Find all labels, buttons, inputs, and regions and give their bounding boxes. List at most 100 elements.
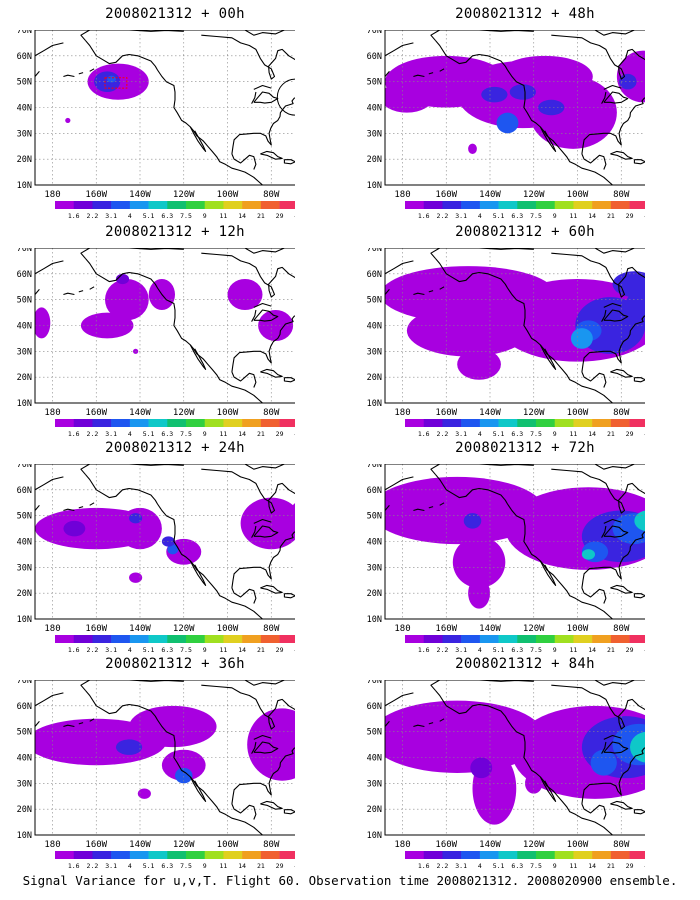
- panel-title: 2008021312 + 84h: [455, 656, 595, 672]
- colorbar-label: 7.5: [180, 212, 192, 220]
- lat-tick-label: 50N: [17, 296, 32, 306]
- lat-tick-label: 20N: [17, 805, 32, 815]
- lat-tick-label: 40N: [17, 104, 32, 114]
- variance-contour: [129, 705, 217, 748]
- coastline: [601, 741, 607, 754]
- coastline: [385, 260, 414, 275]
- colorbar-label: 9: [553, 430, 557, 438]
- colorbar-label: 3.1: [455, 862, 467, 870]
- colorbar-label: 29: [276, 646, 284, 654]
- coastline: [413, 74, 425, 78]
- coastline: [601, 91, 607, 104]
- coastline: [89, 68, 95, 72]
- coastline: [84, 689, 263, 835]
- coastline: [385, 504, 390, 511]
- lat-tick-label: 40N: [17, 754, 32, 764]
- lat-tick-label: 10N: [367, 181, 382, 191]
- colorbar-label: 2.2: [437, 430, 449, 438]
- colorbar-label: 4: [478, 430, 482, 438]
- lon-tick-label: 160W: [435, 624, 457, 634]
- colorbar-swatch: [167, 635, 187, 643]
- colorbar-swatch: [129, 635, 149, 643]
- colorbar-swatch: [111, 419, 131, 427]
- coastline: [434, 257, 613, 403]
- coastline: [601, 309, 607, 322]
- coastline: [428, 290, 434, 293]
- colorbar-swatch: [517, 419, 537, 427]
- lat-tick-label: 70N: [367, 680, 382, 686]
- colorbar-swatch: [73, 635, 93, 643]
- coastline: [63, 74, 75, 78]
- coastline: [80, 30, 184, 41]
- colorbar-label: 1.6: [68, 430, 80, 438]
- colorbar-label: 11: [220, 862, 228, 870]
- colorbar-label: 5.1: [493, 212, 505, 220]
- coastline: [413, 508, 425, 512]
- colorbar-label: 6.3: [511, 212, 523, 220]
- lon-tick-label: 120W: [173, 190, 195, 200]
- map-plot: 70N 60N 50N 40N 30N 20N 10N 180 160W 140W 120W 100W…: [367, 30, 645, 220]
- colorbar-label: 40: [294, 646, 295, 654]
- colorbar-swatch: [167, 201, 187, 209]
- coastline: [80, 680, 184, 691]
- coastline: [189, 344, 207, 370]
- map-panel: 2008021312 + 36h 70N 60N 50N 40N 30N 20N 10N 180…: [0, 650, 350, 870]
- lat-tick-label: 70N: [367, 248, 382, 254]
- lon-tick-label: 120W: [523, 840, 545, 850]
- coastline: [89, 502, 95, 506]
- coastline: [385, 476, 414, 491]
- colorbar-swatch: [55, 201, 75, 209]
- coastline: [80, 248, 184, 259]
- colorbar-swatch: [498, 635, 518, 643]
- coastline: [251, 741, 257, 754]
- coastline: [581, 747, 645, 805]
- coastline: [189, 126, 207, 152]
- lon-tick-label: 100W: [567, 190, 589, 200]
- colorbar-label: 6.3: [511, 862, 523, 870]
- variance-contour: [581, 549, 595, 560]
- figure-caption: Signal Variance for u,v,T. Flight 60. Ob…: [22, 873, 678, 888]
- colorbar-swatch: [536, 419, 556, 427]
- colorbar-label: 40: [644, 862, 645, 870]
- colorbar-swatch: [461, 851, 481, 859]
- coastline: [201, 684, 295, 730]
- map-panel: 2008021312 + 60h 70N 60N 50N 40N 30N 20N 10N 180…: [350, 218, 700, 438]
- coastline: [551, 468, 645, 514]
- colorbar-swatch: [73, 851, 93, 859]
- colorbar-label: 5.1: [493, 862, 505, 870]
- variance-contour: [137, 788, 151, 799]
- coastline: [594, 464, 635, 470]
- lon-tick-label: 160W: [85, 408, 107, 418]
- colorbar-swatch: [573, 851, 593, 859]
- coastline: [603, 91, 629, 104]
- lon-tick-label: 100W: [217, 840, 239, 850]
- colorbar-label: 6.3: [161, 212, 173, 220]
- coastline: [603, 525, 629, 538]
- coastline: [430, 680, 534, 691]
- lon-tick-label: 180: [44, 624, 60, 634]
- colorbar-swatch: [554, 419, 574, 427]
- coastline: [601, 525, 607, 538]
- colorbar-label: 7.5: [530, 430, 542, 438]
- colorbar-swatch: [405, 851, 425, 859]
- coastline: [594, 248, 635, 254]
- coastline: [581, 587, 607, 604]
- coastline: [439, 718, 445, 722]
- colorbar-label: 2.2: [437, 862, 449, 870]
- coastline: [581, 531, 645, 589]
- colorbar-swatch: [442, 635, 462, 643]
- colorbar-swatch: [279, 851, 295, 859]
- colorbar-label: 11: [220, 212, 228, 220]
- colorbar-label: 5.1: [143, 646, 155, 654]
- coastline: [35, 288, 40, 295]
- colorbar-label: 2.2: [87, 646, 99, 654]
- colorbar-label: 29: [626, 862, 634, 870]
- colorbar-label: 11: [570, 862, 578, 870]
- coastline: [434, 39, 613, 185]
- colorbar-label: 29: [626, 212, 634, 220]
- coastline: [539, 126, 557, 152]
- lat-tick-label: 70N: [17, 248, 32, 254]
- colorbar-swatch: [186, 201, 206, 209]
- coastline: [581, 97, 645, 155]
- colorbar-label: 2.2: [87, 862, 99, 870]
